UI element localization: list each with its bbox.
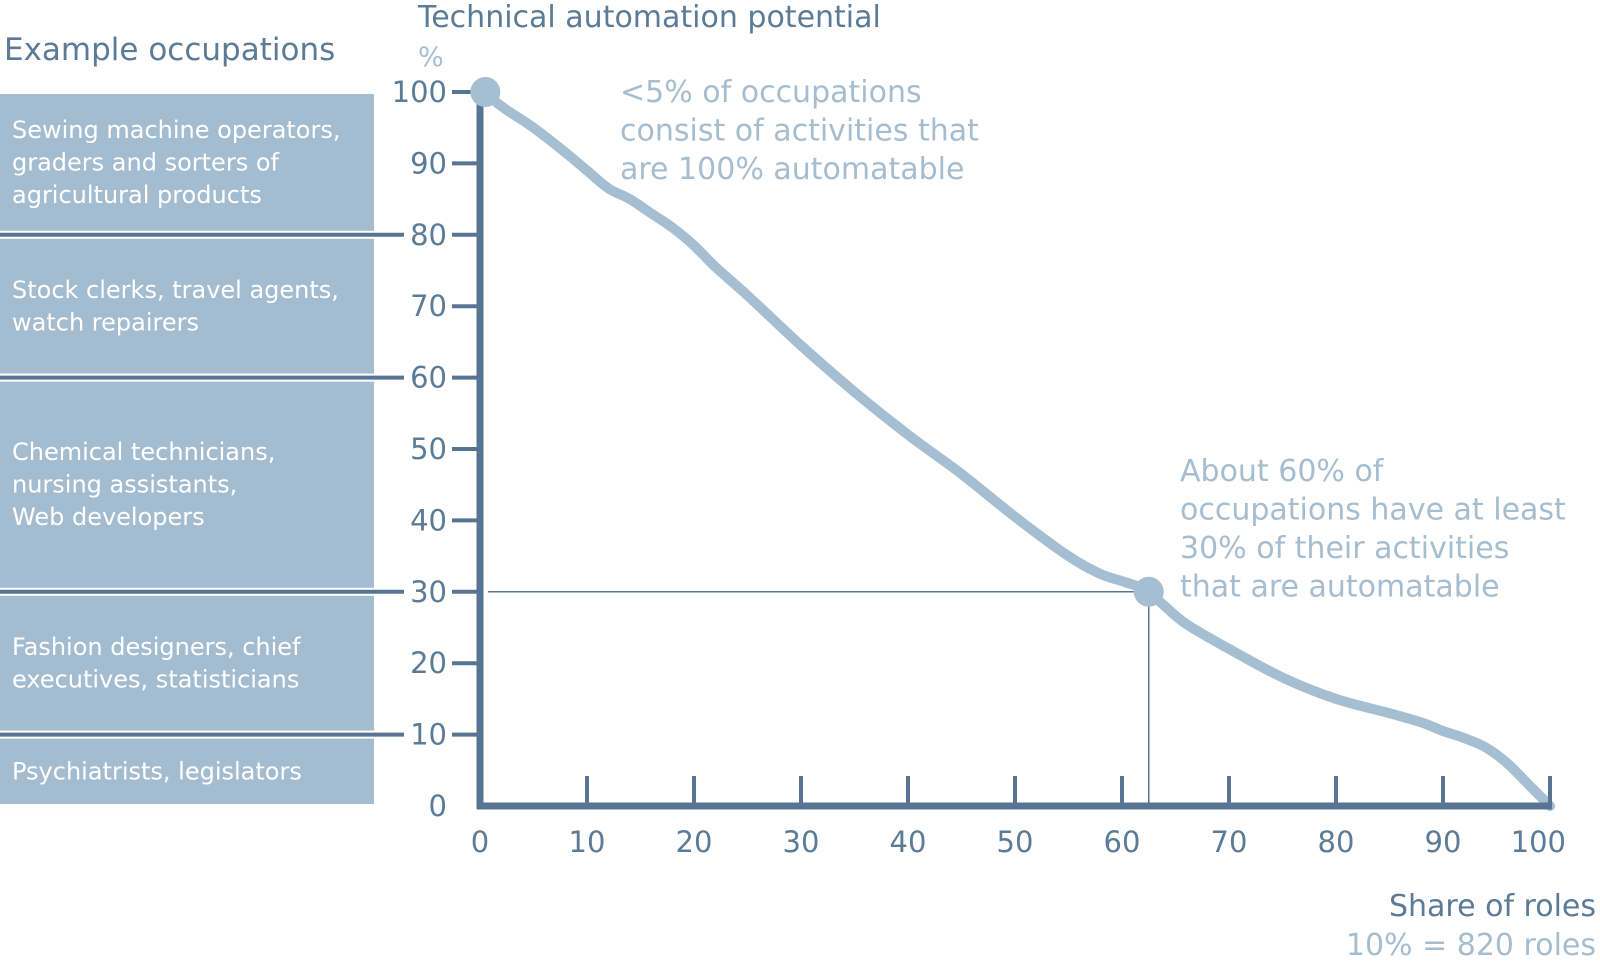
x-tick-label: 30 [783, 825, 820, 859]
series-line [480, 87, 1555, 811]
occupation-band [0, 94, 374, 231]
y-axis-unit: % [418, 42, 444, 73]
y-tick-label: 100 [392, 75, 447, 109]
y-tick-label: 20 [410, 646, 447, 680]
x-tick-label: 70 [1211, 825, 1248, 859]
x-tick-label: 80 [1318, 825, 1355, 859]
y-tick-label: 0 [429, 789, 447, 823]
axes [476, 88, 1552, 810]
occupation-band [0, 595, 374, 731]
data-point-marker [1133, 576, 1164, 607]
occupation-band-label: Stock clerks, travel agents, [12, 276, 339, 304]
y-tick-label: 70 [410, 289, 447, 323]
occupation-band-label: nursing assistants, [12, 471, 237, 499]
occupation-band-label: Chemical technicians, [12, 438, 275, 466]
occupation-band-label: Sewing machine operators, [12, 116, 341, 144]
y-tick-label: 40 [410, 503, 447, 537]
x-tick-label: 100 [1511, 825, 1566, 859]
annotation-text: 30% of their activities [1180, 531, 1509, 566]
x-axis-title: Share of roles [1389, 889, 1596, 924]
occupation-bands: Sewing machine operators, graders and sor… [0, 94, 374, 804]
x-tick-label: 90 [1425, 825, 1462, 859]
y-axis-title: Technical automation potential [417, 0, 881, 35]
annotations: <5% of occupations consist of activities … [620, 75, 1566, 605]
x-tick-label: 0 [471, 825, 489, 859]
occupation-band-label: executives, statisticians [12, 665, 299, 693]
x-tick-label: 10 [569, 825, 606, 859]
occupation-band [0, 381, 374, 588]
occupation-band-label: Fashion designers, chief [12, 633, 301, 661]
left-panel-title: Example occupations [4, 32, 335, 68]
markers [470, 77, 1164, 607]
y-tick-label: 30 [410, 575, 447, 609]
occupation-band-label: graders and sorters of [12, 148, 280, 176]
annotation-text: are 100% automatable [620, 152, 964, 187]
band-dividers [0, 232, 404, 737]
x-tick-label: 60 [1104, 825, 1141, 859]
y-tick-label: 90 [410, 146, 447, 180]
occupation-band [0, 238, 374, 374]
occupation-band-label: agricultural products [12, 181, 262, 209]
x-tick-label: 40 [890, 825, 927, 859]
annotation-text: consist of activities that [620, 114, 979, 149]
curve-layer [480, 87, 1555, 811]
annotation-text: that are automatable [1180, 570, 1500, 605]
x-ticks: 0 10 20 30 40 50 60 70 80 90 100 [471, 776, 1566, 859]
x-tick-label: 20 [676, 825, 713, 859]
annotation-text: About 60% of [1180, 454, 1385, 489]
x-tick-label: 50 [997, 825, 1034, 859]
occupation-band-label: Psychiatrists, legislators [12, 757, 302, 785]
data-point-marker [470, 77, 501, 107]
occupation-band-label: watch repairers [12, 308, 199, 336]
y-tick-label: 10 [410, 718, 447, 752]
y-tick-label: 50 [410, 432, 447, 466]
y-ticks: 0 10 20 30 40 50 60 70 80 90 100 [392, 75, 480, 823]
y-tick-label: 60 [410, 361, 447, 395]
x-axis-note: 10% = 820 roles [1346, 928, 1596, 963]
occupation-band-label: Web developers [12, 503, 205, 531]
annotation-text: <5% of occupations [620, 75, 922, 110]
reference-lines [488, 591, 1150, 806]
occupation-band [0, 738, 374, 804]
annotation-text: occupations have at least [1180, 493, 1566, 528]
y-tick-label: 80 [410, 218, 447, 252]
